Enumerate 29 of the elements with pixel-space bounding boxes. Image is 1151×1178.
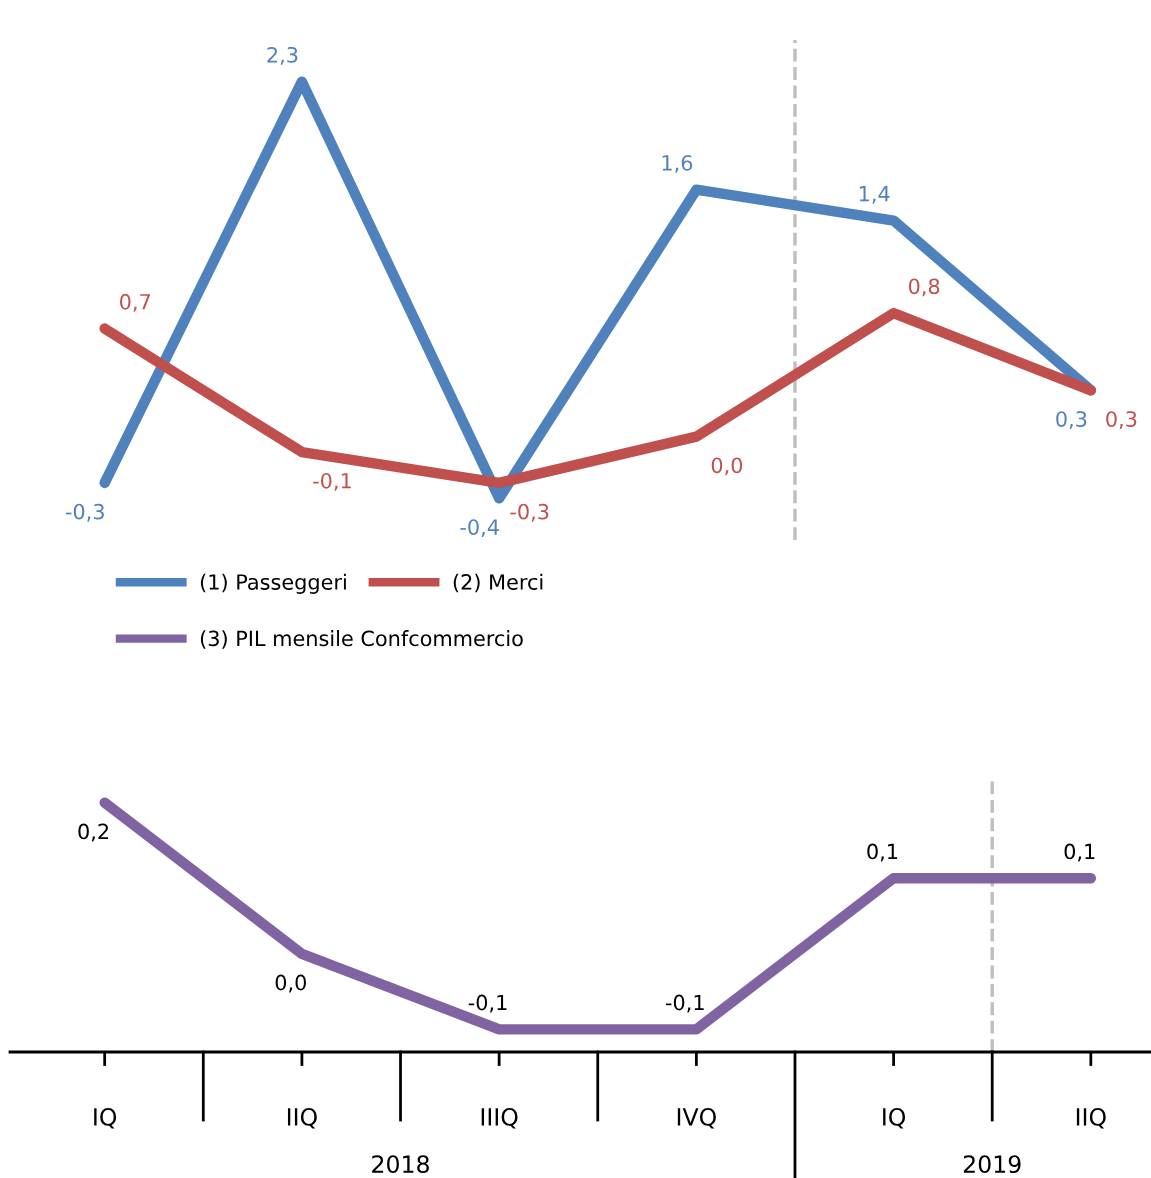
data-label: -0,1 <box>665 994 704 1013</box>
data-label: 0,1 <box>867 843 898 862</box>
data-label: 0,3 <box>1106 411 1137 430</box>
x-tick-label: IQ <box>94 1107 117 1129</box>
data-label: -0,3 <box>510 503 549 522</box>
x-tick-label: IVQ <box>677 1107 716 1129</box>
legend-label: (3) PIL mensile Confcommercio <box>200 630 523 649</box>
data-label: 1,6 <box>662 154 693 173</box>
data-label: 0,0 <box>275 974 306 993</box>
data-label: 1,4 <box>859 186 890 204</box>
legend-label: (2) Merci <box>453 573 543 593</box>
legend-label: (1) Passeggeri <box>200 573 346 594</box>
data-label: 0,2 <box>78 823 109 842</box>
text: 2019 <box>963 1155 1021 1174</box>
data-label: -0,4 <box>460 519 499 538</box>
data-label: 0,3 <box>1056 411 1087 430</box>
data-label: 0,0 <box>711 457 743 476</box>
data-label: -0,1 <box>313 472 351 491</box>
data-label: 0,1 <box>1064 843 1095 862</box>
x-tick-label: IIQ <box>287 1107 317 1129</box>
text: 2018 <box>372 1155 429 1174</box>
data-label: 2,3 <box>267 46 298 65</box>
x-tick-label: IQ <box>883 1107 906 1129</box>
x-tick-label: IIIQ <box>481 1107 518 1129</box>
data-label: -0,1 <box>468 994 507 1013</box>
data-label: 0,7 <box>120 293 151 312</box>
data-label: 0,8 <box>908 278 940 297</box>
data-label: -0,3 <box>65 503 104 522</box>
x-tick-label: IIQ <box>1076 1107 1106 1129</box>
